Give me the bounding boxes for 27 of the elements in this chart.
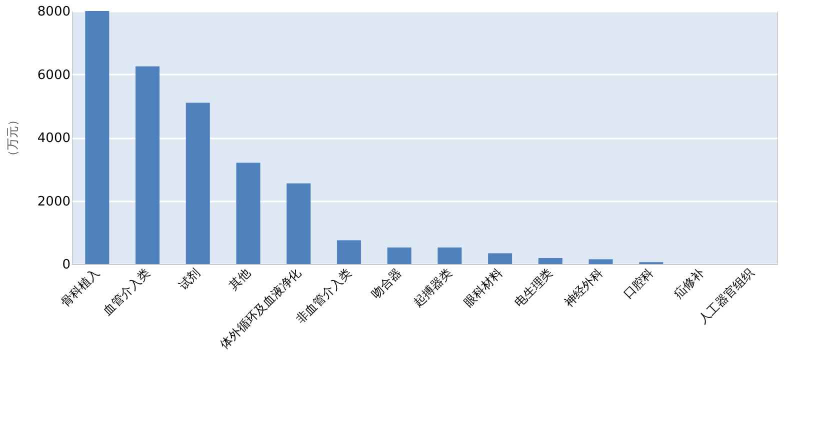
x-tick-label: 试剂 <box>176 266 203 292</box>
y-tick-label: 6000 <box>37 68 70 83</box>
bar <box>136 66 160 264</box>
y-tick-label: 0 <box>62 258 70 272</box>
bar <box>438 248 462 264</box>
bar <box>236 162 260 264</box>
x-tick-label: 眼科材料 <box>461 266 505 310</box>
y-tick-label: 4000 <box>37 131 70 146</box>
x-tick-label: 起搏器类 <box>410 266 455 310</box>
bar <box>588 259 613 264</box>
x-tick-label: 疝修补 <box>671 266 706 301</box>
bar <box>286 183 311 264</box>
x-tick-label: 其他 <box>226 266 254 292</box>
bar <box>488 253 512 264</box>
x-tick-label: 神经外科 <box>562 266 606 310</box>
y-tick-label: 2000 <box>37 194 70 210</box>
x-tick-label: 血管介入类 <box>100 266 152 318</box>
bar <box>336 240 361 264</box>
bar <box>85 11 110 264</box>
x-tick-label: 口腔科 <box>620 266 656 301</box>
bar <box>186 102 210 264</box>
y-axis-title: （万元） <box>5 114 20 162</box>
bar <box>538 258 562 264</box>
x-tick-label: 吻合器 <box>368 266 404 301</box>
y-tick-label: 8000 <box>37 4 70 20</box>
bar <box>387 248 412 264</box>
x-tick-label: 电生理类 <box>512 266 556 310</box>
